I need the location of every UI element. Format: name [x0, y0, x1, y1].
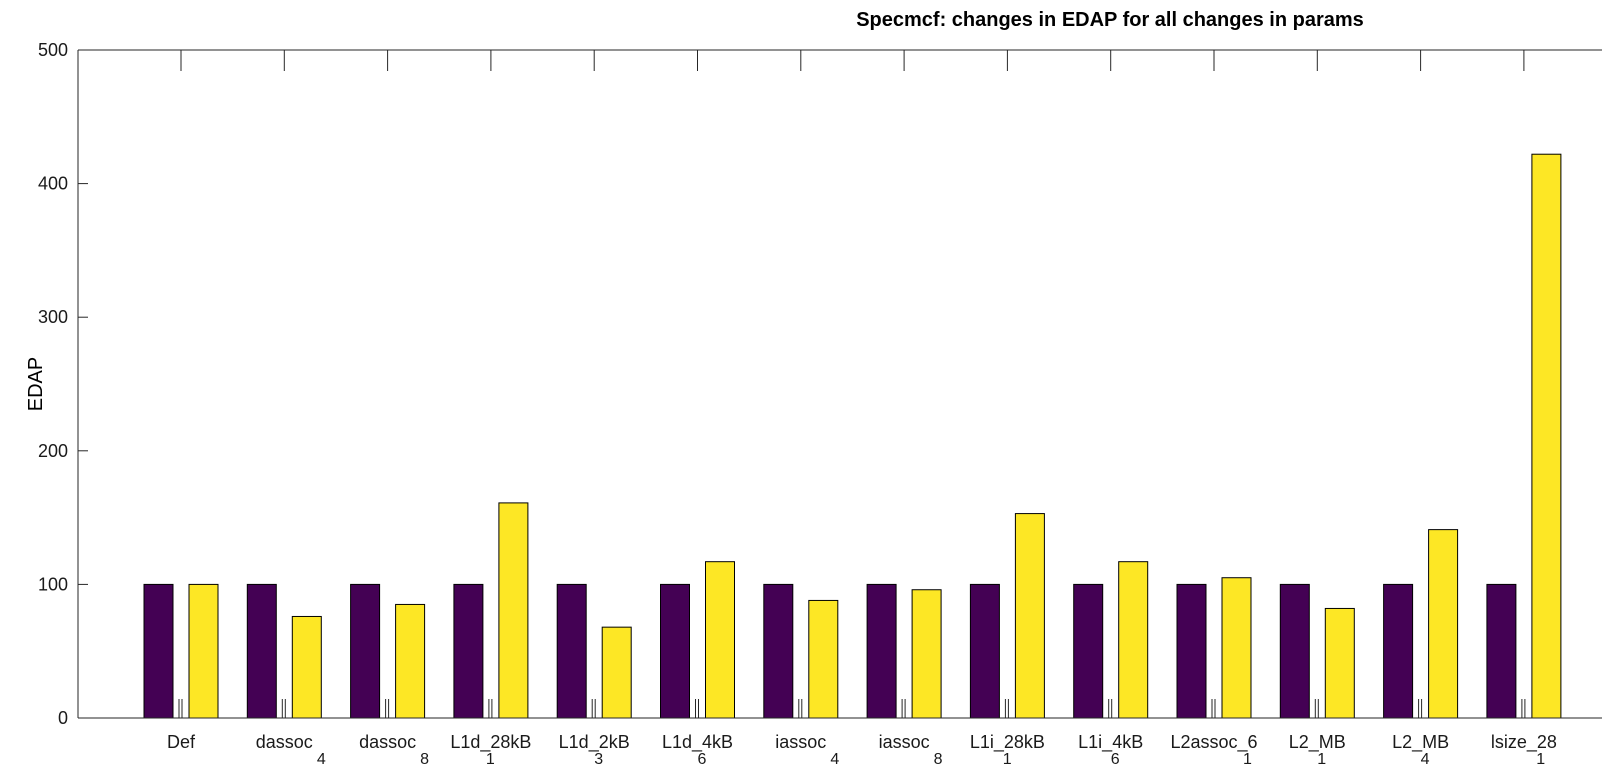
bar-series2 [705, 561, 735, 719]
bar-series2 [291, 615, 322, 719]
y-tick-label: 200 [38, 441, 68, 461]
bar-series2 [911, 589, 942, 719]
x-tick-sublabel: 6 [1111, 751, 1120, 768]
x-tick-sublabel: 4 [830, 751, 839, 768]
x-tick-sublabel: 6 [698, 751, 707, 768]
y-tick-label: 100 [38, 574, 68, 594]
x-tick-sublabel: 1 [1003, 751, 1012, 768]
bar-series1 [660, 583, 690, 719]
bar-series2 [1324, 607, 1355, 719]
bar-series1 [1176, 583, 1207, 719]
y-tick-label: 500 [38, 40, 68, 60]
x-tick-sublabel: 4 [317, 751, 326, 768]
x-tick-label: L1i_28kB [970, 732, 1045, 753]
x-tick-label: L1i_4kB [1078, 732, 1143, 753]
bar-series1 [246, 583, 277, 719]
y-tick-label: 300 [38, 307, 68, 327]
x-tick-sublabel: 1 [1243, 751, 1252, 768]
bar-series1 [866, 583, 897, 719]
x-tick-label: iassoc [775, 732, 826, 752]
bar-series2 [1118, 561, 1149, 719]
bar-series2 [808, 599, 839, 719]
bar-series1 [556, 583, 587, 719]
x-tick-label: L1d_2kB [559, 732, 630, 753]
bar-series1 [350, 583, 381, 719]
bar-series1 [763, 583, 794, 719]
bar-series1 [143, 583, 174, 719]
bar-series1 [1073, 583, 1104, 719]
x-tick-sublabel: 1 [1536, 751, 1545, 768]
x-tick-sublabel: 4 [1421, 751, 1430, 768]
x-tick-sublabel: 8 [934, 751, 943, 768]
bar-series1 [1279, 583, 1310, 719]
x-tick-label: Def [167, 732, 196, 752]
bar-series1 [453, 583, 484, 719]
bar-series2 [498, 502, 529, 719]
x-tick-sublabel: 1 [486, 751, 495, 768]
bar-series1 [969, 583, 1000, 719]
bar-series2 [1014, 513, 1045, 719]
x-tick-label: dassoc [359, 732, 416, 752]
chart-title: Specmcf: changes in EDAP for all changes… [856, 9, 1364, 31]
bar-series2 [1428, 529, 1459, 719]
x-tick-sublabel: 1 [1317, 751, 1326, 768]
bar-series2 [188, 583, 219, 719]
y-axis-label: EDAP [25, 357, 47, 411]
x-tick-sublabel: 8 [420, 751, 429, 768]
bar-series2 [395, 603, 426, 719]
x-tick-label: L2_MB [1289, 732, 1346, 753]
bar-series2 [1221, 577, 1252, 719]
x-tick-label: iassoc [879, 732, 930, 752]
y-tick-label: 400 [38, 174, 68, 194]
y-tick-label: 0 [58, 708, 68, 728]
x-tick-sublabel: 3 [594, 751, 603, 768]
x-tick-label: lsize_28 [1491, 732, 1557, 753]
bar-series2 [1531, 153, 1562, 719]
x-tick-label: L2_MB [1392, 732, 1449, 753]
x-tick-label: L2assoc_6 [1170, 732, 1257, 753]
bar-series2 [601, 626, 632, 719]
x-tick-label: L1d_4kB [662, 732, 733, 753]
x-tick-label: dassoc [256, 732, 313, 752]
bar-series1 [1486, 583, 1517, 719]
x-tick-label: L1d_28kB [450, 732, 531, 753]
bar-series1 [1383, 583, 1414, 719]
